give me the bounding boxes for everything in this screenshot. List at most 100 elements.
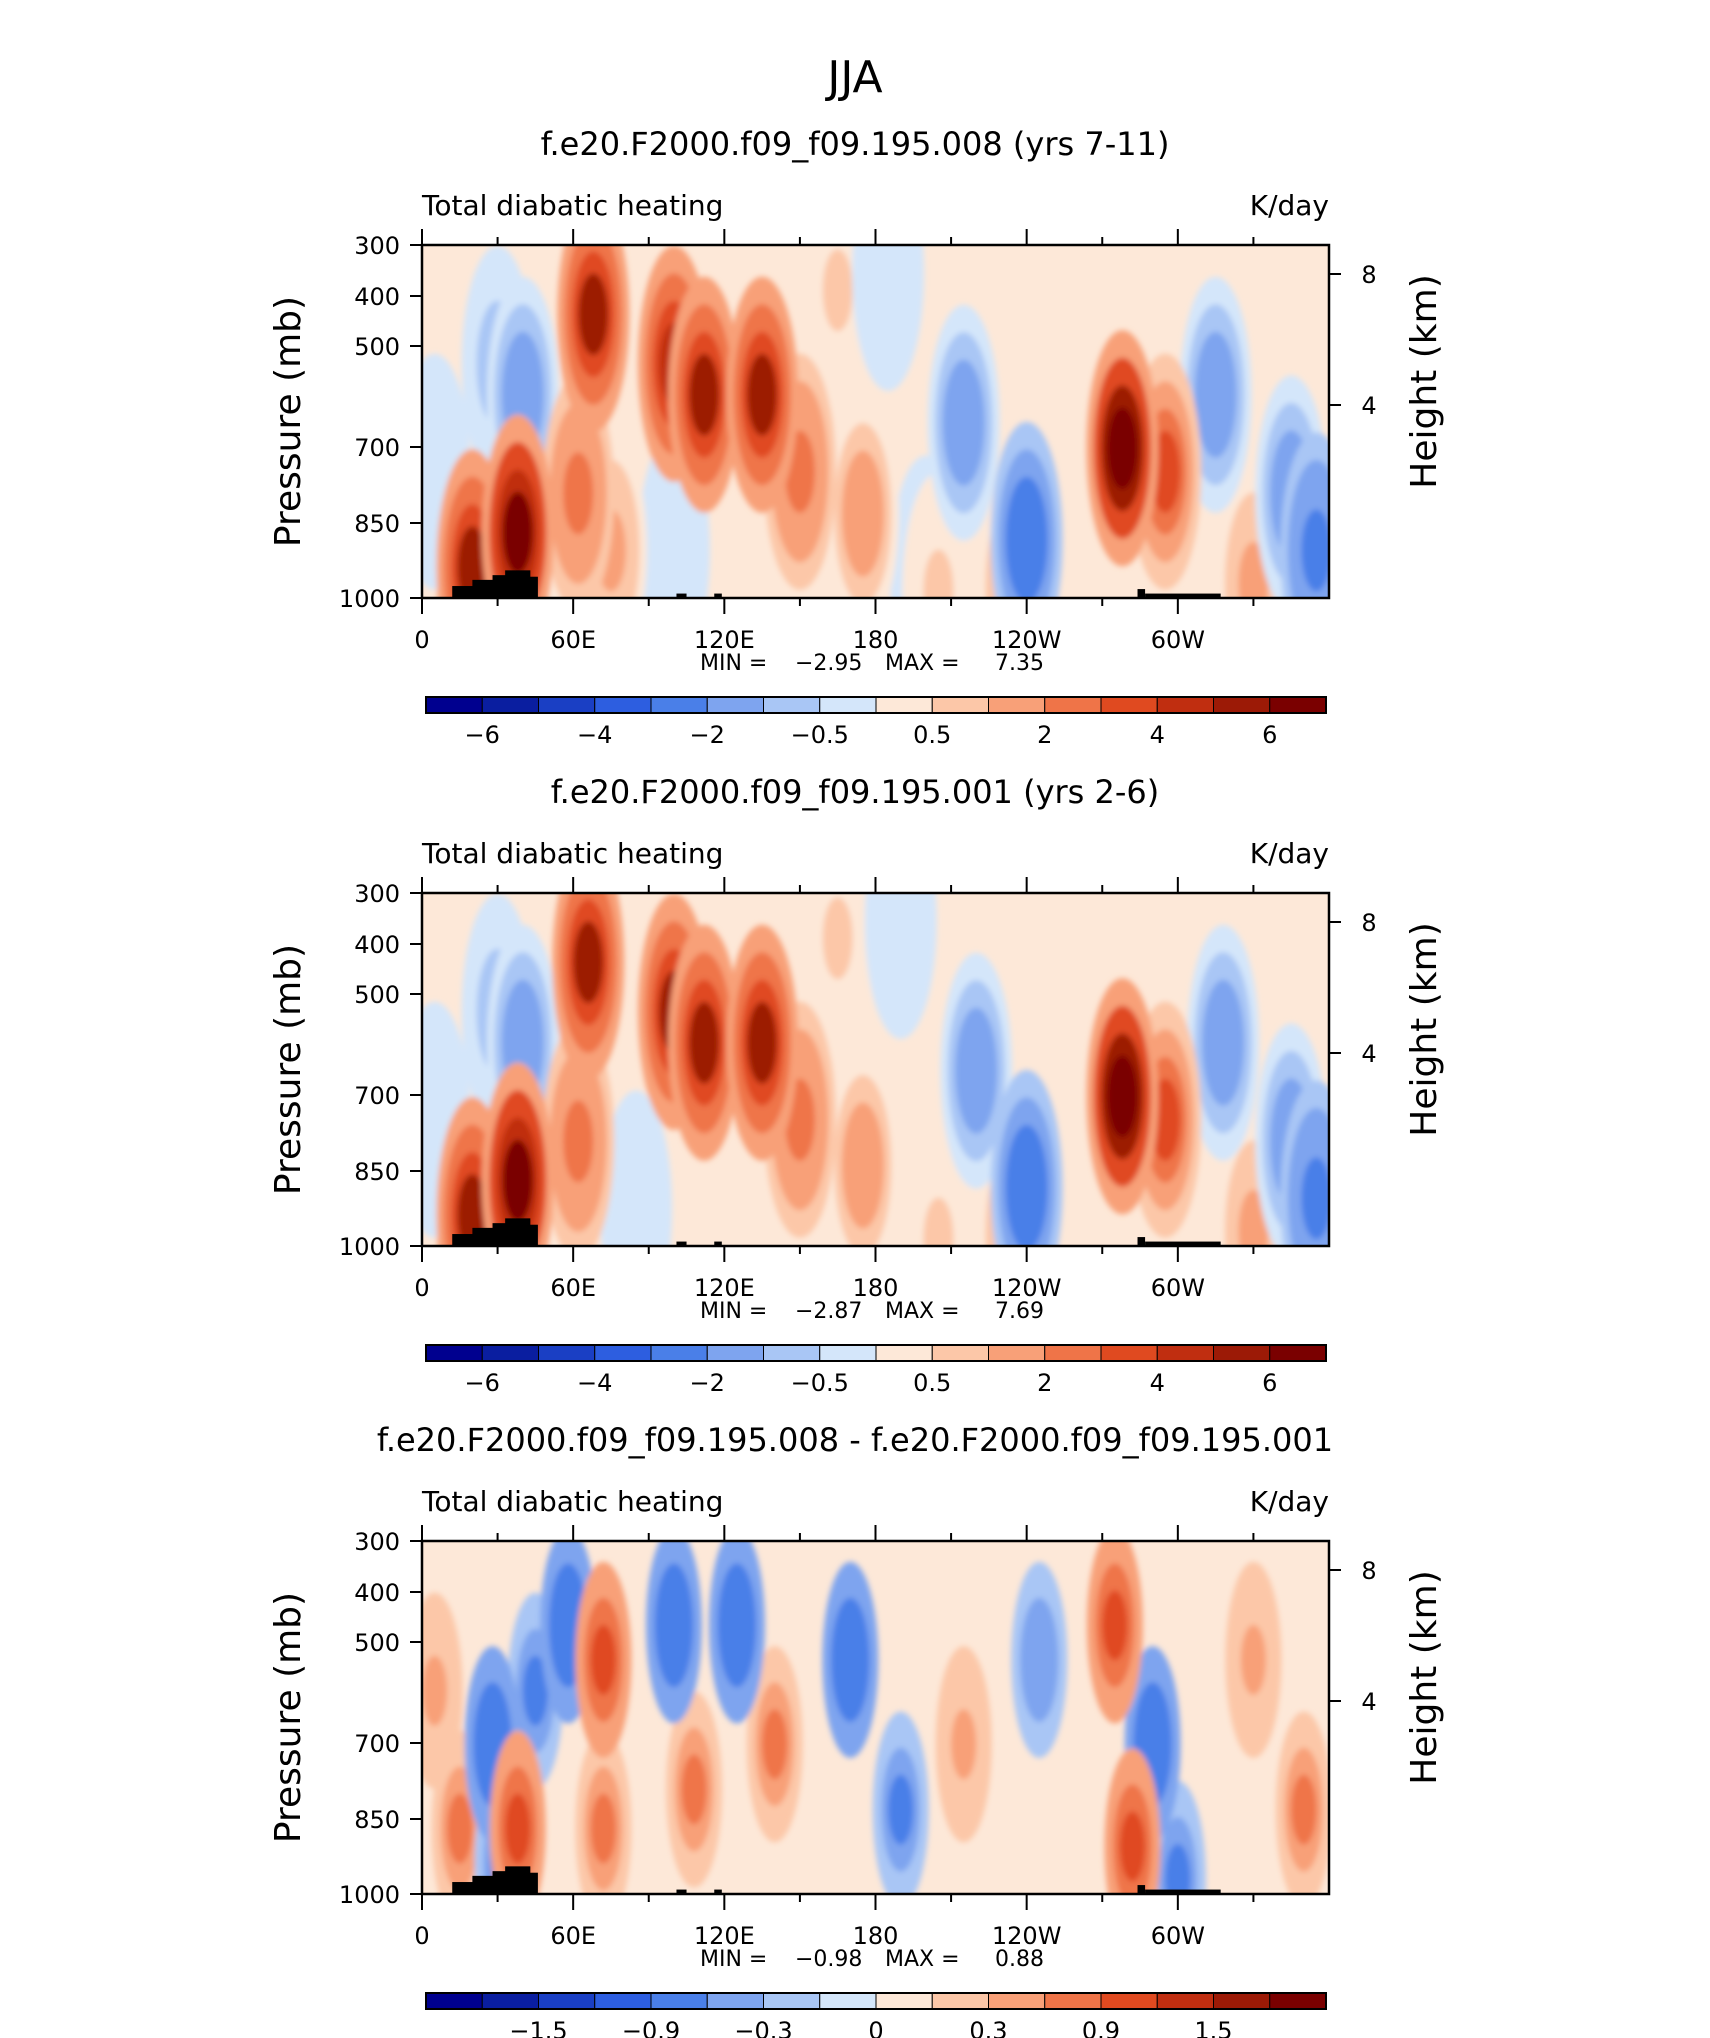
contour-cell (822, 897, 853, 980)
panel-3: f.e20.F2000.f09_f09.195.008 - f.e20.F200… (268, 1421, 1445, 2038)
x-tick-label: 0 (414, 626, 429, 654)
colorbar-swatch (425, 1344, 483, 1362)
colorbar-swatch (594, 696, 652, 714)
colorbar-swatch (988, 696, 1046, 714)
colorbar-swatch (650, 1992, 708, 2010)
x-tick-label: 120W (992, 1274, 1062, 1302)
terrain-block (1145, 1889, 1221, 1894)
colorbar-swatch (1269, 1344, 1327, 1362)
colorbar-swatch (931, 696, 989, 714)
y-tick-label: 300 (354, 232, 400, 260)
panel-2: f.e20.F2000.f09_f09.195.001 (yrs 2-6) Tot… (268, 773, 1445, 1397)
terrain-block (472, 579, 498, 598)
colorbar-swatch (819, 696, 877, 714)
colorbar-swatch (1269, 696, 1327, 714)
colorbar-swatch (1044, 696, 1102, 714)
contour-cell (563, 452, 594, 535)
x-tick-label: 120W (992, 626, 1062, 654)
terrain-block (714, 1889, 722, 1894)
y-right-axis-title: Height (km) (1404, 1570, 1445, 1784)
y-tick-label: 1000 (339, 585, 400, 613)
colorbar-swatch (763, 696, 821, 714)
contour-cell (447, 1793, 473, 1864)
x-tick-label: 0 (414, 1274, 429, 1302)
contour-cell (1208, 1001, 1239, 1084)
colorbar-swatch (1100, 1992, 1158, 2010)
y-tick-label: 500 (354, 981, 400, 1009)
y-right-axis-title: Height (km) (1404, 922, 1445, 1136)
contour-cell (837, 1624, 863, 1695)
contour-cell (578, 273, 609, 356)
y-right-tick-label: 8 (1361, 261, 1376, 289)
colorbar-label: −4 (577, 1369, 612, 1397)
terrain-block (676, 1889, 687, 1894)
colorbar-swatch (931, 1992, 989, 2010)
colorbar: −1.5 −0.9 −0.3 0 0.3 0.9 1.5 (425, 1992, 1327, 2038)
y-tick-label: 1000 (339, 1881, 400, 1909)
x-tick-label: 60E (550, 626, 596, 654)
x-tick-label: 120E (694, 626, 755, 654)
stat-max-label: MAX = (885, 651, 960, 676)
contour-cell (681, 1754, 707, 1825)
terrain-block (452, 1234, 478, 1246)
y-right-axis-title: Height (km) (1404, 274, 1445, 488)
field-layer (422, 893, 1329, 1246)
contour-cell (590, 1793, 617, 1864)
colorbar-swatch (875, 696, 933, 714)
topography-mask (452, 570, 1221, 598)
field-blur (422, 893, 1329, 1246)
contour-cell (724, 1590, 750, 1661)
panel-title: f.e20.F2000.f09_f09.195.008 (yrs 7-11) (541, 125, 1170, 163)
colorbar-swatch (538, 1992, 596, 2010)
terrain-block (714, 1241, 722, 1246)
contour-cell (502, 491, 533, 574)
terrain-block (522, 1224, 538, 1246)
terrain-block (522, 576, 538, 598)
contour-cell (573, 921, 604, 1004)
colorbar-swatch (1213, 1344, 1271, 1362)
y-axis-title: Pressure (mb) (268, 1592, 309, 1843)
x-tick-label: 180 (853, 1274, 899, 1302)
field-layer (422, 1541, 1329, 1894)
field-layer (422, 245, 1329, 598)
x-tick-label: 60E (550, 1922, 596, 1950)
contour-cell (961, 1029, 992, 1112)
terrain-block (472, 1875, 498, 1894)
colorbar-swatch (1044, 1344, 1102, 1362)
colorbar-swatch (1269, 1992, 1327, 2010)
contour-cell (822, 249, 853, 332)
x-tick-label: 120E (694, 1274, 755, 1302)
subtitle-right: K/day (1250, 837, 1329, 870)
contour-cell (1011, 498, 1042, 581)
colorbar-swatch (706, 1992, 764, 2010)
contour-cell (689, 1001, 720, 1084)
contour-cell (1200, 353, 1231, 436)
colorbar-swatch (1213, 696, 1271, 714)
y-tick-label: 850 (354, 1806, 400, 1834)
x-tick-label: 120W (992, 1922, 1062, 1950)
y-axis-title: Pressure (mb) (268, 296, 309, 547)
terrain-block (452, 586, 478, 598)
x-tick-label: 60E (550, 1274, 596, 1302)
colorbar-swatch (1156, 1992, 1214, 2010)
contour-cell (1107, 1055, 1138, 1138)
x-tick-label: 60W (1151, 1922, 1205, 1950)
colorbar-swatch (988, 1344, 1046, 1362)
y-right-tick-label: 8 (1361, 1557, 1376, 1585)
y-axis-title: Pressure (mb) (268, 944, 309, 1195)
colorbar-swatch (1100, 1344, 1158, 1362)
colorbar-swatch (538, 1344, 596, 1362)
y-right-tick-label: 4 (1361, 1688, 1376, 1716)
colorbar-label: −0.5 (791, 721, 849, 749)
contour-cell (847, 472, 878, 555)
subtitle-left: Total diabatic heating (421, 189, 723, 222)
contour-cell (1107, 407, 1138, 490)
field-blur (422, 1541, 1329, 1894)
colorbar-label: 6 (1262, 721, 1277, 749)
stat-max-label: MAX = (885, 1947, 960, 1972)
colorbar-label: −2 (690, 1369, 725, 1397)
colorbar-swatch (819, 1992, 877, 2010)
contour-cell (888, 1774, 914, 1845)
x-tick-label: 180 (853, 626, 899, 654)
contour-cell (1165, 1843, 1191, 1894)
